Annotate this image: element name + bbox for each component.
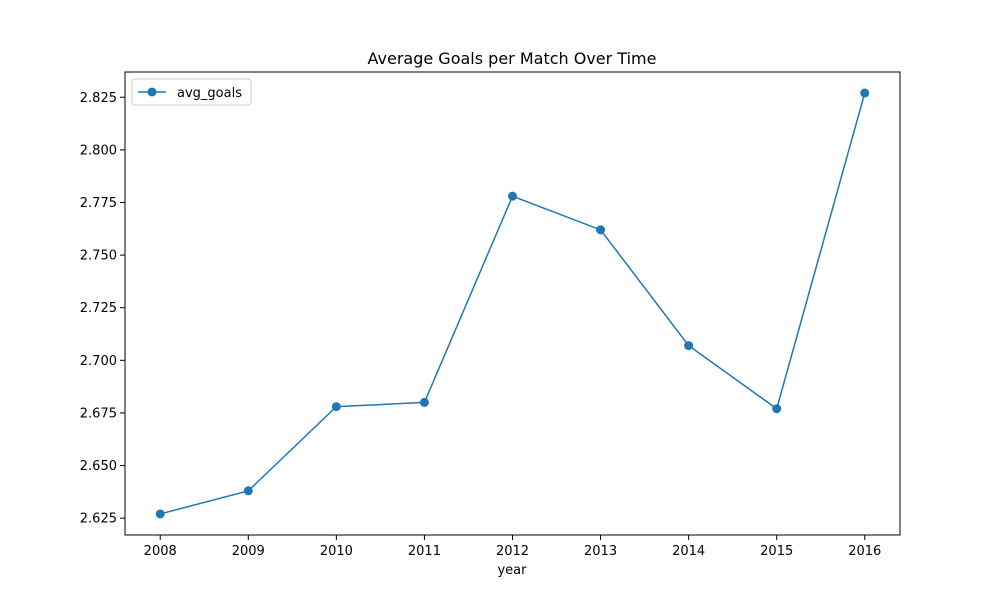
y-axis: 2.625 2.650 2.675 2.700 2.725 2.750 2.775 2.800… — [80, 91, 125, 527]
legend-label: avg_goals — [177, 86, 242, 101]
data-point — [419, 397, 429, 407]
series-layer — [155, 88, 870, 519]
y-tick-label: 2.750 — [80, 249, 117, 264]
y-tick-label: 2.725 — [80, 301, 117, 316]
x-tick-label: 2011 — [408, 544, 441, 559]
data-point — [331, 402, 341, 412]
data-point — [155, 509, 165, 519]
x-tick-label: 2010 — [320, 544, 353, 559]
data-point — [860, 88, 870, 98]
data-point — [772, 404, 782, 414]
x-tick-label: 2013 — [584, 544, 617, 559]
data-point — [508, 191, 517, 201]
x-tick-label: 2009 — [232, 544, 265, 559]
x-tick-label: 2014 — [672, 544, 705, 559]
legend-marker — [147, 87, 157, 97]
x-tick-label: 2012 — [496, 544, 529, 559]
y-tick-label: 2.675 — [80, 406, 117, 421]
legend-box — [131, 78, 252, 106]
x-tick-label: 2008 — [144, 544, 177, 559]
x-axis-label: year — [497, 563, 527, 578]
y-tick-label: 2.650 — [80, 459, 117, 474]
data-point — [243, 486, 253, 496]
chart-title: Average Goals per Match Over Time — [368, 49, 657, 68]
x-tick-label: 2016 — [848, 544, 881, 559]
y-tick-label: 2.825 — [80, 91, 117, 106]
legend: avg_goals — [131, 78, 252, 106]
y-tick-label: 2.800 — [80, 143, 117, 158]
data-point — [596, 225, 606, 235]
data-point — [684, 341, 694, 351]
y-tick-label: 2.625 — [80, 512, 117, 527]
x-tick-label: 2015 — [760, 544, 793, 559]
x-axis: 2008 2009 2010 2011 2012 2013 2014 2015 2016 — [144, 535, 881, 559]
plot-frame — [124, 71, 901, 536]
y-tick-label: 2.775 — [80, 196, 117, 211]
y-tick-label: 2.700 — [80, 354, 117, 369]
